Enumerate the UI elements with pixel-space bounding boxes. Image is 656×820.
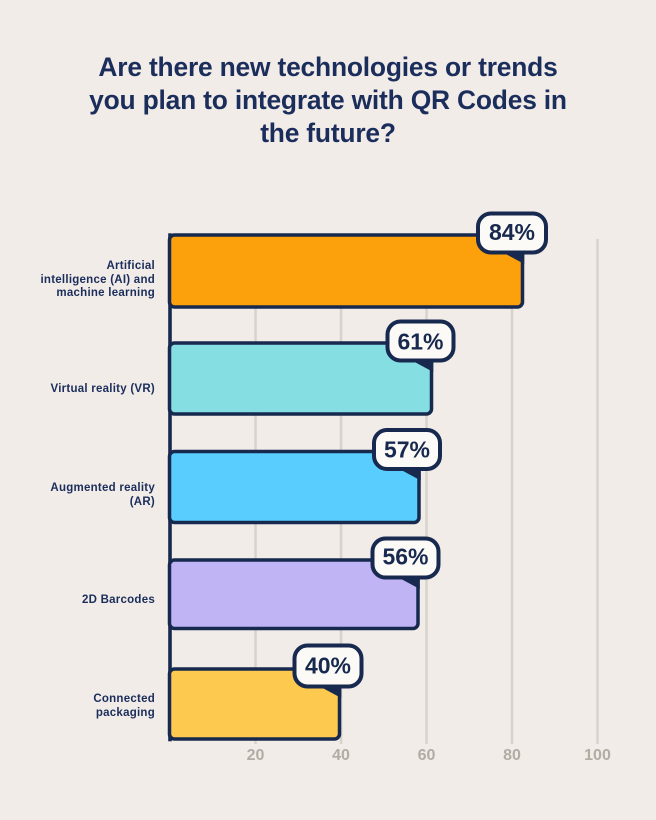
svg-text:61%: 61%: [397, 329, 443, 355]
svg-text:40%: 40%: [305, 653, 351, 679]
svg-text:84%: 84%: [489, 219, 535, 245]
svg-text:56%: 56%: [382, 544, 428, 570]
svg-text:57%: 57%: [384, 437, 430, 463]
